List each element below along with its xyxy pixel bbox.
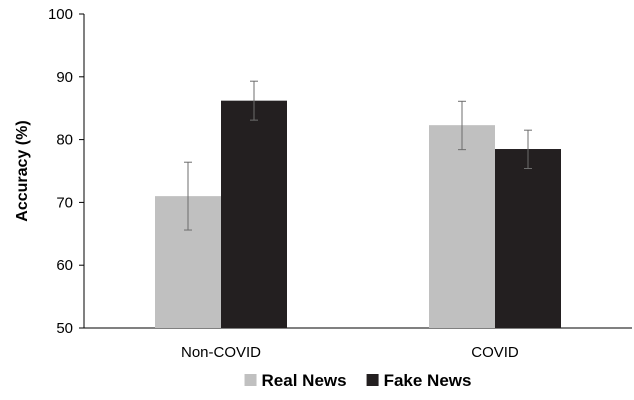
bars <box>155 100 561 328</box>
error-bar <box>524 129 532 169</box>
y-axis-title: Accuracy (%) <box>14 120 31 221</box>
legend: Real News Fake News <box>244 371 472 390</box>
legend-label: Fake News <box>384 371 472 390</box>
bar-fake-news-covid <box>495 149 561 328</box>
error-bar <box>458 100 466 151</box>
legend-label: Real News <box>262 371 347 390</box>
y-tick-label: 50 <box>56 320 73 337</box>
legend-swatch <box>244 374 257 386</box>
y-axis-ticks: 50 60 70 80 90 100 <box>48 6 84 337</box>
error-bar <box>184 161 192 231</box>
x-axis-ticks: Non-COVID COVID <box>181 344 519 361</box>
y-tick-label: 90 <box>56 69 73 86</box>
x-tick-label: Non-COVID <box>181 344 261 361</box>
y-tick-label: 80 <box>56 132 73 149</box>
y-tick-label: 60 <box>56 257 73 274</box>
x-tick-label: COVID <box>471 344 519 361</box>
error-bar <box>250 80 258 121</box>
legend-item-fake-news: Fake News <box>366 371 472 390</box>
legend-swatch <box>366 374 379 386</box>
error-bars <box>184 80 532 231</box>
bar-fake-news-non-covid <box>221 100 287 328</box>
y-tick-label: 70 <box>56 194 73 211</box>
bar-real-news-covid <box>429 125 495 328</box>
legend-item-real-news: Real News <box>244 371 347 390</box>
y-tick-label: 100 <box>48 6 73 23</box>
